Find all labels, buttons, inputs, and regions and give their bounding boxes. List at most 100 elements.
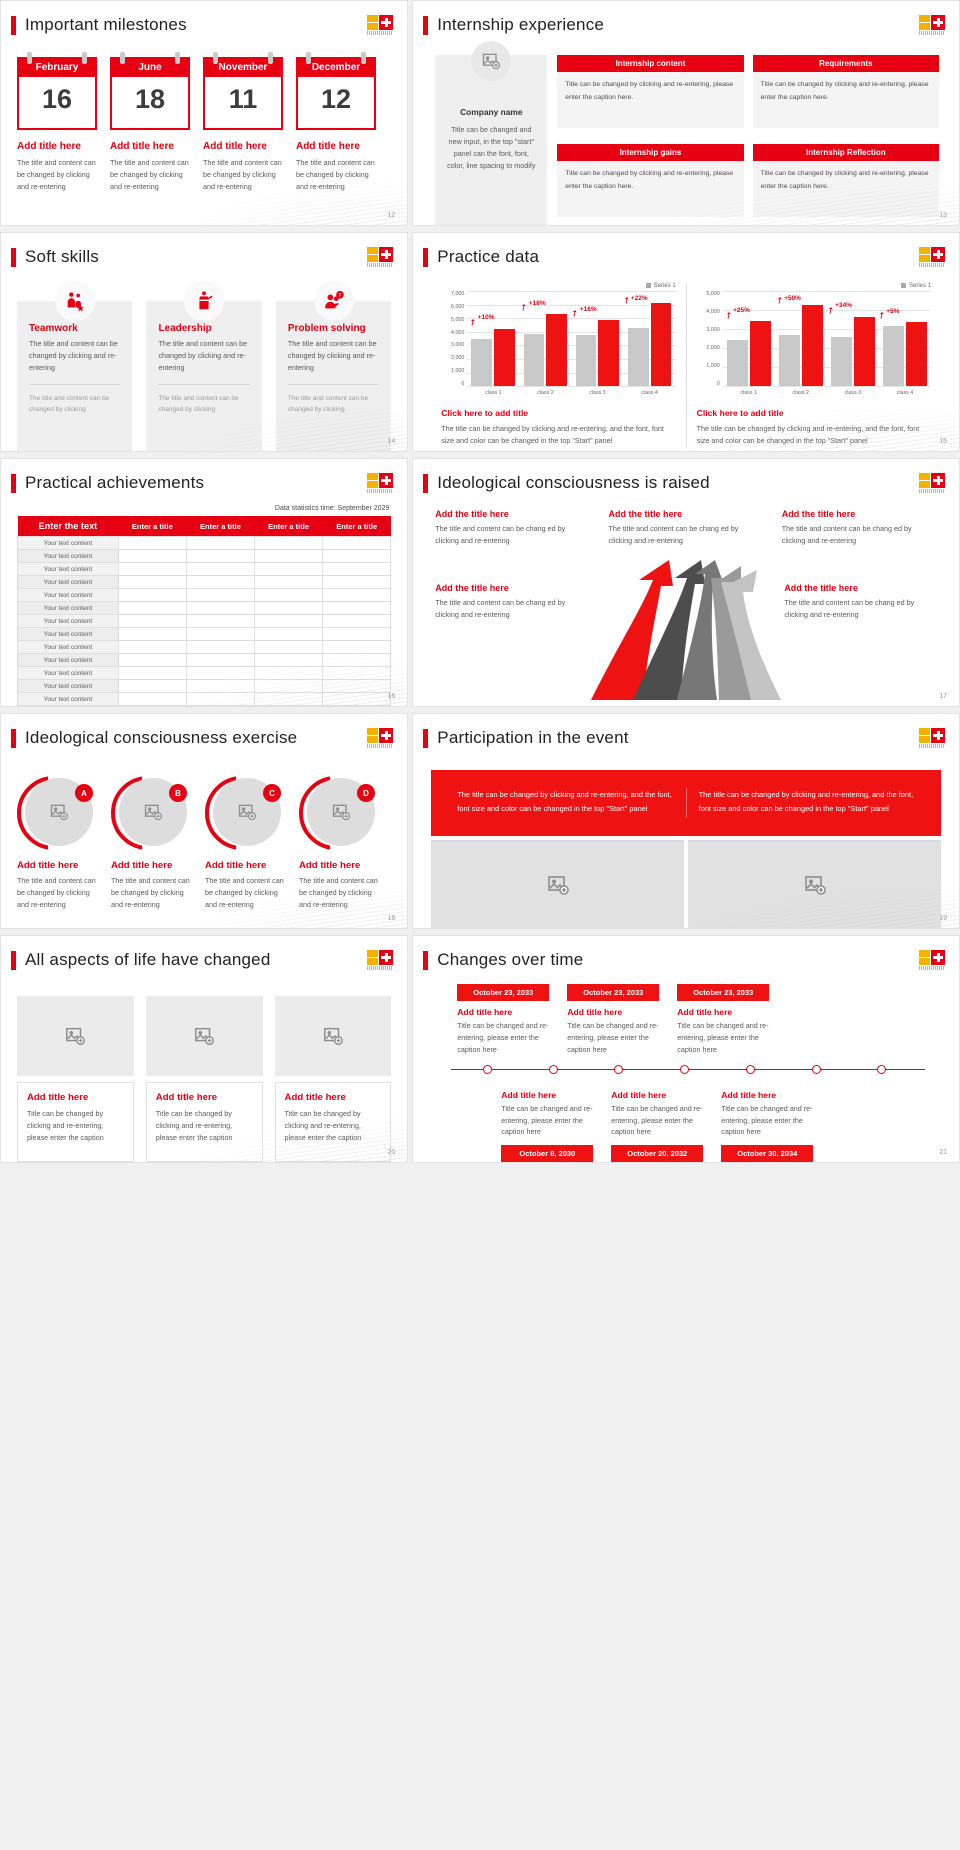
table-cell[interactable]	[117, 679, 187, 693]
table-cell[interactable]	[254, 692, 324, 706]
circle-item[interactable]: B Add title here The title and content c…	[111, 776, 195, 911]
table-cell[interactable]	[185, 640, 256, 654]
timeline-item-top[interactable]: October 23, 2033 Add title here Title ca…	[457, 984, 550, 1056]
milestone-item[interactable]: June 18 Add title here The title and con…	[110, 52, 190, 193]
table-cell[interactable]	[322, 575, 392, 589]
table-row[interactable]: Your text content	[17, 601, 392, 615]
table-row[interactable]: Your text content	[17, 627, 392, 641]
image-placeholder-icon[interactable]	[274, 996, 392, 1076]
idea-item[interactable]: Add the title here The title and content…	[782, 509, 937, 547]
timeline-item-bottom[interactable]: Add title here Title can be changed and …	[611, 1084, 704, 1163]
table-cell[interactable]	[322, 653, 392, 667]
table-row[interactable]: Your text content	[17, 575, 392, 589]
image-placeholder-icon[interactable]	[688, 840, 942, 928]
table-cell[interactable]	[185, 679, 256, 693]
table-cell[interactable]	[185, 536, 256, 550]
circle-item[interactable]: D Add title here The title and content c…	[299, 776, 383, 911]
table-cell[interactable]	[322, 588, 392, 602]
timeline-item-top[interactable]: October 23, 2033 Add title here Title ca…	[677, 984, 770, 1056]
table-cell[interactable]	[185, 588, 256, 602]
table-cell[interactable]	[117, 575, 187, 589]
table-cell[interactable]	[254, 562, 324, 576]
table-cell[interactable]	[254, 640, 324, 654]
chart-caption-title[interactable]: Click here to add title	[696, 408, 784, 419]
skill-card[interactable]: Teamwork The title and content can be ch…	[17, 281, 133, 451]
table-cell[interactable]	[185, 614, 256, 628]
life-item[interactable]: Add title here Title can be changed by c…	[17, 996, 134, 1162]
table-row[interactable]: Your text content	[17, 588, 392, 602]
image-placeholder-icon[interactable]	[431, 840, 685, 928]
table-header[interactable]: Enter a title	[254, 516, 323, 537]
info-card[interactable]: Internship Reflection Title can be chang…	[752, 144, 939, 225]
milestone-item[interactable]: November 11 Add title here The title and…	[203, 52, 283, 193]
table-row[interactable]: Your text content	[17, 692, 392, 706]
table-row[interactable]: Your text content	[17, 562, 392, 576]
info-card[interactable]: Internship content Title can be changed …	[557, 55, 744, 136]
table-cell[interactable]	[322, 679, 392, 693]
table-cell[interactable]	[322, 640, 392, 654]
table-cell[interactable]	[185, 549, 256, 563]
table-cell[interactable]	[117, 601, 187, 615]
table-cell[interactable]	[254, 588, 324, 602]
info-card[interactable]: Internship gains Title can be changed by…	[557, 144, 744, 225]
table-row[interactable]: Your text content	[17, 653, 392, 667]
table-row[interactable]: Your text content	[17, 640, 392, 654]
image-placeholder-icon[interactable]	[17, 996, 134, 1076]
table-cell[interactable]	[117, 627, 187, 641]
idea-item[interactable]: Add the title here The title and content…	[435, 509, 590, 547]
table-cell[interactable]	[185, 692, 256, 706]
table-header[interactable]: Enter a title	[186, 516, 255, 537]
table-cell[interactable]	[117, 692, 187, 706]
table-cell[interactable]	[117, 536, 187, 550]
life-item[interactable]: Add title here Title can be changed by c…	[274, 996, 392, 1162]
table-cell[interactable]	[185, 666, 256, 680]
table-cell[interactable]	[117, 614, 187, 628]
table-cell[interactable]	[322, 536, 392, 550]
image-placeholder-icon[interactable]	[145, 996, 263, 1076]
table-cell[interactable]	[322, 614, 392, 628]
table-header[interactable]: Enter the text	[17, 516, 119, 537]
table-header[interactable]: Enter a title	[322, 516, 391, 537]
image-placeholder-icon[interactable]	[471, 41, 512, 81]
table-cell[interactable]	[254, 601, 324, 615]
idea-item[interactable]: Add the title here The title and content…	[609, 509, 764, 547]
timeline-item-bottom[interactable]: Add title here Title can be changed and …	[501, 1084, 594, 1163]
table-cell[interactable]	[117, 562, 187, 576]
table-row[interactable]: Your text content	[17, 536, 392, 550]
info-card[interactable]: Requirements Title can be changed by cli…	[752, 55, 939, 136]
table-cell[interactable]	[117, 588, 187, 602]
idea-item[interactable]: Add the title here The title and content…	[784, 583, 937, 621]
table-row[interactable]: Your text content	[17, 614, 392, 628]
table-cell[interactable]	[322, 666, 392, 680]
timeline-item-bottom[interactable]: Add title here Title can be changed and …	[721, 1084, 814, 1163]
table-cell[interactable]	[185, 627, 256, 641]
table-cell[interactable]	[117, 666, 187, 680]
milestone-item[interactable]: February 16 Add title here The title and…	[17, 52, 97, 193]
life-item[interactable]: Add title here Title can be changed by c…	[145, 996, 263, 1162]
table-cell[interactable]	[185, 575, 256, 589]
table-row[interactable]: Your text content	[17, 666, 392, 680]
table-cell[interactable]	[185, 601, 256, 615]
table-cell[interactable]	[322, 627, 392, 641]
table-cell[interactable]	[185, 653, 256, 667]
circle-item[interactable]: A Add title here The title and content c…	[17, 776, 101, 911]
table-cell[interactable]	[254, 614, 324, 628]
table-cell[interactable]	[254, 627, 324, 641]
table-cell[interactable]	[117, 549, 187, 563]
skill-card[interactable]: Leadership The title and content can be …	[146, 281, 262, 451]
circle-item[interactable]: C Add title here The title and content c…	[205, 776, 289, 911]
chart-caption-title[interactable]: Click here to add title	[441, 408, 529, 419]
milestone-item[interactable]: December 12 Add title here The title and…	[296, 52, 376, 193]
table-cell[interactable]	[322, 601, 392, 615]
table-cell[interactable]	[254, 575, 324, 589]
table-cell[interactable]	[254, 666, 324, 680]
skill-card[interactable]: ? Problem solving The title and content …	[275, 281, 392, 451]
table-cell[interactable]	[322, 692, 392, 706]
idea-item[interactable]: Add the title here The title and content…	[435, 583, 588, 621]
timeline-item-top[interactable]: October 23, 2033 Add title here Title ca…	[567, 984, 660, 1056]
table-cell[interactable]	[254, 536, 324, 550]
table-header[interactable]: Enter a title	[118, 516, 187, 537]
table-cell[interactable]	[322, 549, 392, 563]
table-cell[interactable]	[254, 549, 324, 563]
table-cell[interactable]	[254, 679, 324, 693]
